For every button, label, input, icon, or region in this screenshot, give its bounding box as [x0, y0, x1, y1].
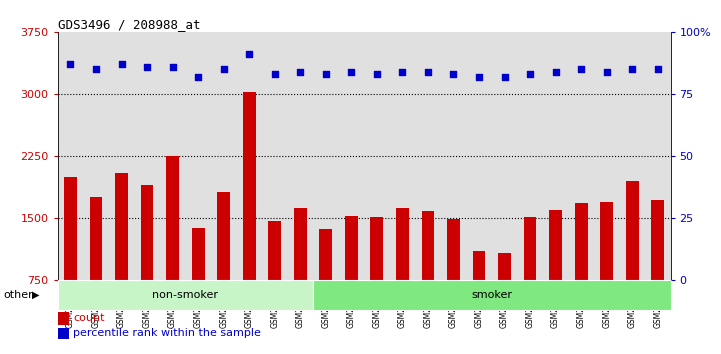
- Bar: [371, 217, 384, 280]
- Bar: [58, 312, 68, 325]
- Bar: [64, 177, 77, 280]
- Bar: [115, 173, 128, 280]
- Bar: [447, 219, 460, 280]
- Bar: [141, 185, 154, 280]
- Bar: [89, 198, 102, 280]
- Bar: [523, 217, 536, 280]
- Point: [65, 61, 76, 67]
- Bar: [243, 92, 255, 280]
- Text: GDS3496 / 208988_at: GDS3496 / 208988_at: [58, 18, 200, 31]
- Point: [167, 64, 178, 69]
- Point: [473, 74, 485, 79]
- Point: [601, 69, 612, 74]
- Bar: [498, 253, 511, 280]
- Point: [499, 74, 510, 79]
- Bar: [345, 216, 358, 280]
- Text: smoker: smoker: [472, 290, 513, 300]
- Point: [550, 69, 562, 74]
- Bar: [58, 280, 313, 310]
- Bar: [58, 328, 68, 339]
- Point: [397, 69, 408, 74]
- Bar: [651, 200, 664, 280]
- Text: count: count: [73, 313, 105, 324]
- Point: [652, 66, 663, 72]
- Bar: [313, 280, 671, 310]
- Point: [448, 71, 459, 77]
- Bar: [473, 251, 485, 280]
- Text: non-smoker: non-smoker: [152, 290, 218, 300]
- Bar: [319, 229, 332, 280]
- Point: [371, 71, 383, 77]
- Bar: [294, 208, 306, 280]
- Bar: [217, 192, 230, 280]
- Point: [269, 71, 280, 77]
- Point: [627, 66, 638, 72]
- Bar: [549, 210, 562, 280]
- Point: [218, 66, 229, 72]
- Bar: [167, 156, 179, 280]
- Bar: [268, 222, 281, 280]
- Point: [294, 69, 306, 74]
- Text: other: other: [4, 290, 33, 300]
- Bar: [396, 208, 409, 280]
- Bar: [601, 202, 613, 280]
- Point: [244, 51, 255, 57]
- Point: [90, 66, 102, 72]
- Bar: [626, 181, 639, 280]
- Point: [116, 61, 128, 67]
- Bar: [192, 228, 205, 280]
- Text: ▶: ▶: [32, 290, 40, 300]
- Text: percentile rank within the sample: percentile rank within the sample: [73, 328, 261, 338]
- Point: [575, 66, 587, 72]
- Point: [345, 69, 357, 74]
- Point: [141, 64, 153, 69]
- Bar: [575, 203, 588, 280]
- Point: [423, 69, 434, 74]
- Point: [524, 71, 536, 77]
- Bar: [422, 211, 434, 280]
- Point: [320, 71, 332, 77]
- Point: [193, 74, 204, 79]
